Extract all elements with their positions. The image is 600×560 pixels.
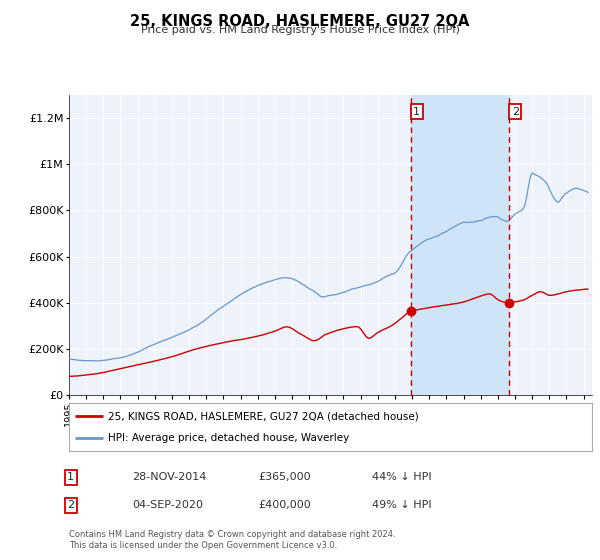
- Text: 25, KINGS ROAD, HASLEMERE, GU27 2QA: 25, KINGS ROAD, HASLEMERE, GU27 2QA: [130, 14, 470, 29]
- Text: 28-NOV-2014: 28-NOV-2014: [132, 472, 206, 482]
- Text: 49% ↓ HPI: 49% ↓ HPI: [372, 500, 431, 510]
- Text: HPI: Average price, detached house, Waverley: HPI: Average price, detached house, Wave…: [108, 433, 349, 443]
- Text: Contains HM Land Registry data © Crown copyright and database right 2024.: Contains HM Land Registry data © Crown c…: [69, 530, 395, 539]
- Text: 2: 2: [67, 500, 74, 510]
- Text: 1: 1: [67, 472, 74, 482]
- Text: 04-SEP-2020: 04-SEP-2020: [132, 500, 203, 510]
- Text: 2: 2: [512, 107, 519, 116]
- Text: This data is licensed under the Open Government Licence v3.0.: This data is licensed under the Open Gov…: [69, 541, 337, 550]
- Text: Price paid vs. HM Land Registry's House Price Index (HPI): Price paid vs. HM Land Registry's House …: [140, 25, 460, 35]
- Text: £365,000: £365,000: [258, 472, 311, 482]
- Bar: [411, 95, 509, 395]
- Text: £400,000: £400,000: [258, 500, 311, 510]
- Text: 25, KINGS ROAD, HASLEMERE, GU27 2QA (detached house): 25, KINGS ROAD, HASLEMERE, GU27 2QA (det…: [108, 411, 419, 421]
- Text: 44% ↓ HPI: 44% ↓ HPI: [372, 472, 431, 482]
- Text: 1: 1: [413, 107, 420, 116]
